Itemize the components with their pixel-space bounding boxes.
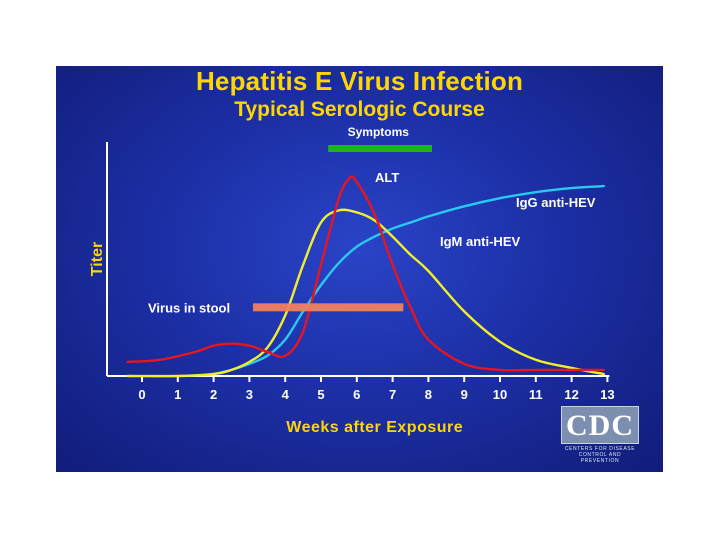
virus-in-stool-label: Virus in stool bbox=[148, 300, 230, 315]
x-tick-label: 12 bbox=[564, 387, 578, 402]
cdc-logo: CDC CENTERS FOR DISEASE CONTROL AND PREVE… bbox=[561, 406, 639, 464]
x-tick-label: 4 bbox=[282, 387, 290, 402]
x-tick-label: 10 bbox=[493, 387, 507, 402]
x-tick-label: 13 bbox=[600, 387, 614, 402]
igm-series-label: IgM anti-HEV bbox=[440, 234, 520, 249]
x-tick-label: 2 bbox=[210, 387, 217, 402]
series-line-igg-anti-hev bbox=[212, 184, 605, 376]
x-tick-label: 6 bbox=[353, 387, 360, 402]
x-tick-label: 9 bbox=[461, 387, 468, 402]
chart-subtitle: Typical Serologic Course bbox=[234, 98, 485, 121]
x-tick-label: 7 bbox=[389, 387, 396, 402]
x-tick-label: 11 bbox=[529, 387, 543, 402]
series-line-igm-anti-hev bbox=[126, 208, 605, 378]
x-tick-label: 0 bbox=[138, 387, 145, 402]
x-axis-label: Weeks after Exposure bbox=[286, 419, 463, 436]
chart-title: Hepatitis E Virus Infection bbox=[195, 66, 524, 96]
alt-series-label: ALT bbox=[375, 170, 399, 185]
x-tick-label: 5 bbox=[317, 387, 324, 402]
y-axis-label: Titer bbox=[89, 242, 106, 276]
x-tick-label: 3 bbox=[246, 387, 253, 402]
x-tick-label: 1 bbox=[174, 387, 181, 402]
slide-panel: Hepatitis E Virus Infection Typical Sero… bbox=[56, 66, 663, 472]
symptoms-label: Symptoms bbox=[348, 125, 410, 139]
virus-in-stool-bar bbox=[252, 303, 404, 312]
chart-svg: 0 1 2 3 4 5 6 7 8 9 10 11 12 13 Weeks after ExposureT… bbox=[89, 125, 615, 436]
series-line-alt bbox=[126, 175, 605, 372]
x-tick-label: 8 bbox=[425, 387, 432, 402]
symptoms-bar bbox=[328, 145, 432, 152]
igg-series-label: IgG anti-HEV bbox=[516, 195, 596, 210]
